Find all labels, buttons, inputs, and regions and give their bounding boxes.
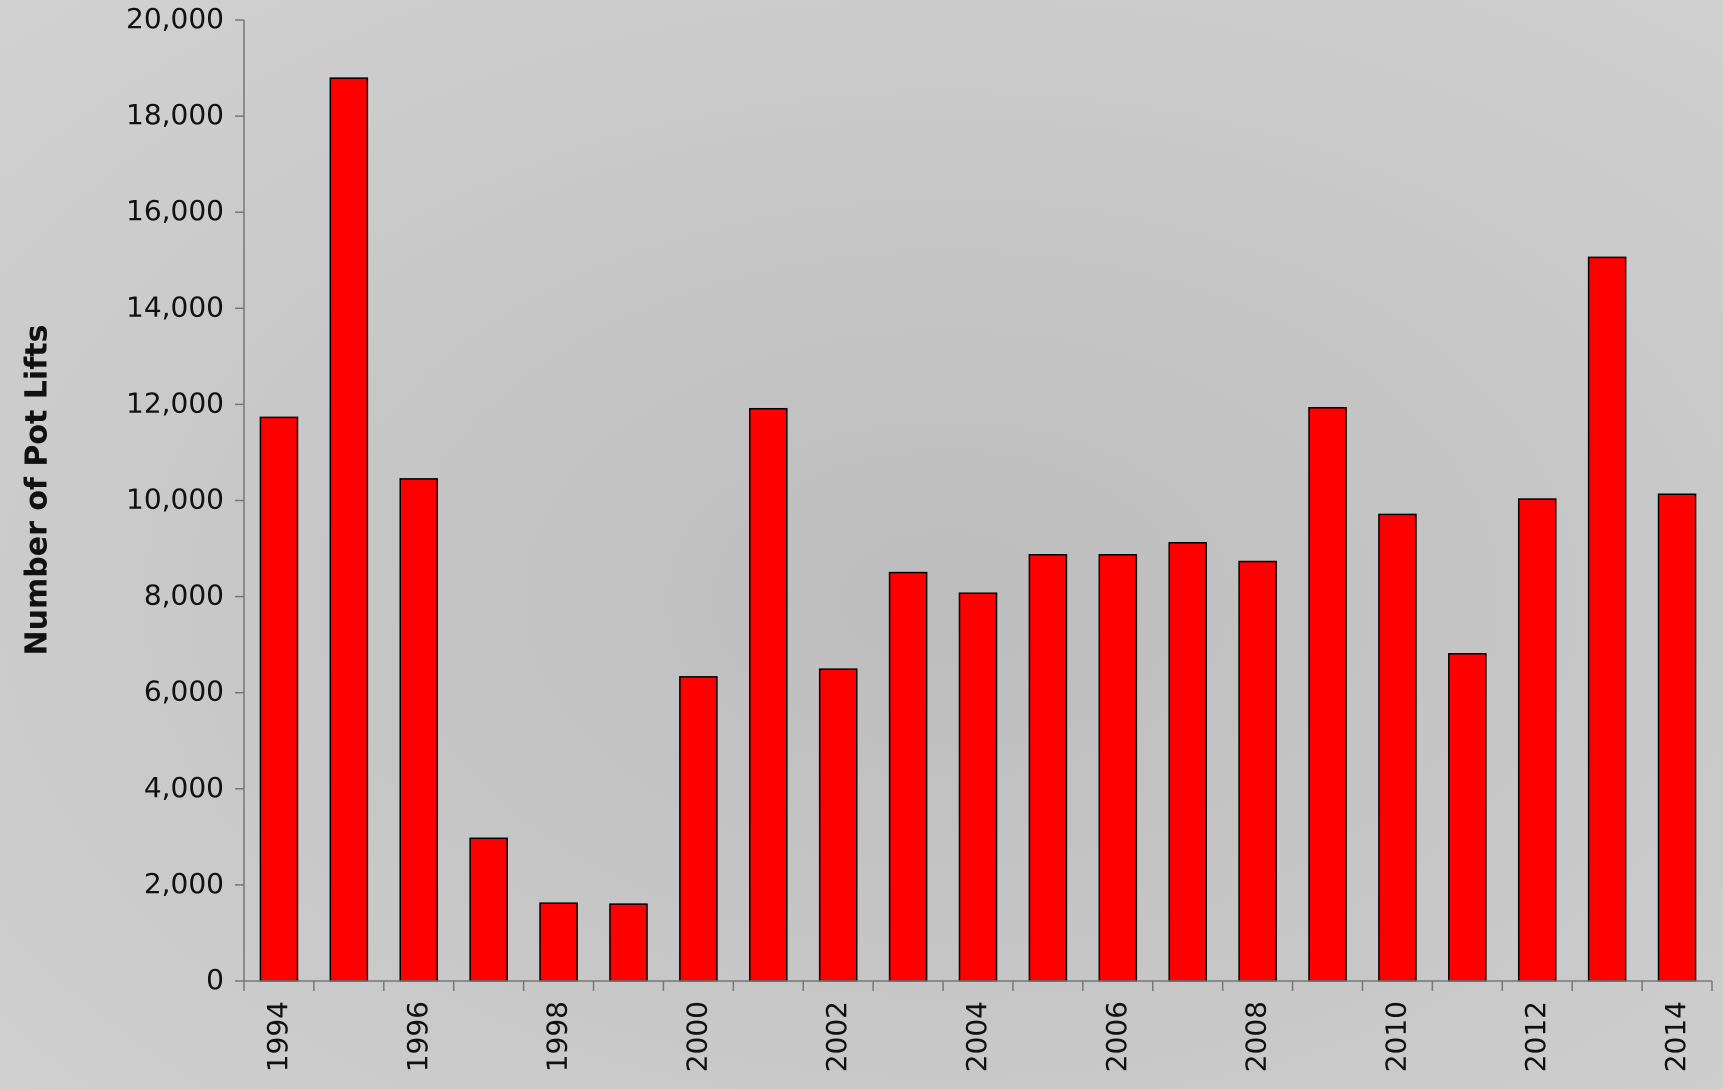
chart: Number of Pot Lifts 0 2,000 4,000 6,000 8,00… bbox=[0, 0, 1723, 1089]
bar bbox=[1099, 555, 1136, 981]
bar bbox=[1519, 499, 1556, 981]
x-tick-label: 1994 bbox=[261, 1001, 294, 1072]
bar bbox=[470, 838, 507, 981]
y-tick-label: 18,000 bbox=[126, 98, 224, 131]
page: {"chart_data": {"type": "bar", "y_label"… bbox=[0, 0, 1723, 1089]
bar bbox=[1029, 555, 1066, 981]
x-tick-label: 2010 bbox=[1379, 1001, 1412, 1072]
x-tick-label: 1996 bbox=[401, 1001, 434, 1072]
y-axis-title: Number of Pot Lifts bbox=[20, 325, 55, 656]
y-tick-label: 16,000 bbox=[126, 194, 224, 227]
bar bbox=[750, 409, 787, 981]
bar bbox=[1239, 562, 1276, 981]
bar bbox=[610, 904, 647, 981]
bar bbox=[260, 417, 297, 981]
x-tick-label: 2004 bbox=[960, 1001, 993, 1072]
y-tick-label: 6,000 bbox=[144, 675, 224, 708]
y-tick-label: 12,000 bbox=[126, 386, 224, 419]
bar bbox=[680, 677, 717, 981]
x-tick-label: 2012 bbox=[1519, 1001, 1552, 1072]
bar bbox=[1379, 514, 1416, 981]
y-tick-label: 0 bbox=[206, 963, 224, 996]
bar bbox=[1659, 494, 1696, 981]
bar bbox=[330, 78, 367, 981]
y-tick-label: 4,000 bbox=[144, 771, 224, 804]
y-tick-label: 14,000 bbox=[126, 290, 224, 323]
x-tick-label: 2008 bbox=[1240, 1001, 1273, 1072]
x-tick-label: 1998 bbox=[541, 1001, 574, 1072]
x-tick-label: 2006 bbox=[1100, 1001, 1133, 1072]
bar bbox=[1589, 257, 1626, 981]
x-tick-label: 2002 bbox=[820, 1001, 853, 1072]
bar bbox=[890, 573, 927, 981]
bar bbox=[1309, 408, 1346, 981]
x-tick-label: 2014 bbox=[1659, 1001, 1692, 1072]
y-tick-label: 2,000 bbox=[144, 867, 224, 900]
bar bbox=[820, 669, 857, 981]
y-tick-label: 20,000 bbox=[126, 2, 224, 35]
y-tick-label: 8,000 bbox=[144, 579, 224, 612]
bar bbox=[540, 903, 577, 981]
bar bbox=[959, 593, 996, 981]
y-tick-label: 10,000 bbox=[126, 483, 224, 516]
bar bbox=[1449, 654, 1486, 981]
bar bbox=[1169, 543, 1206, 981]
bar bbox=[400, 479, 437, 981]
x-tick-label: 2000 bbox=[680, 1001, 713, 1072]
